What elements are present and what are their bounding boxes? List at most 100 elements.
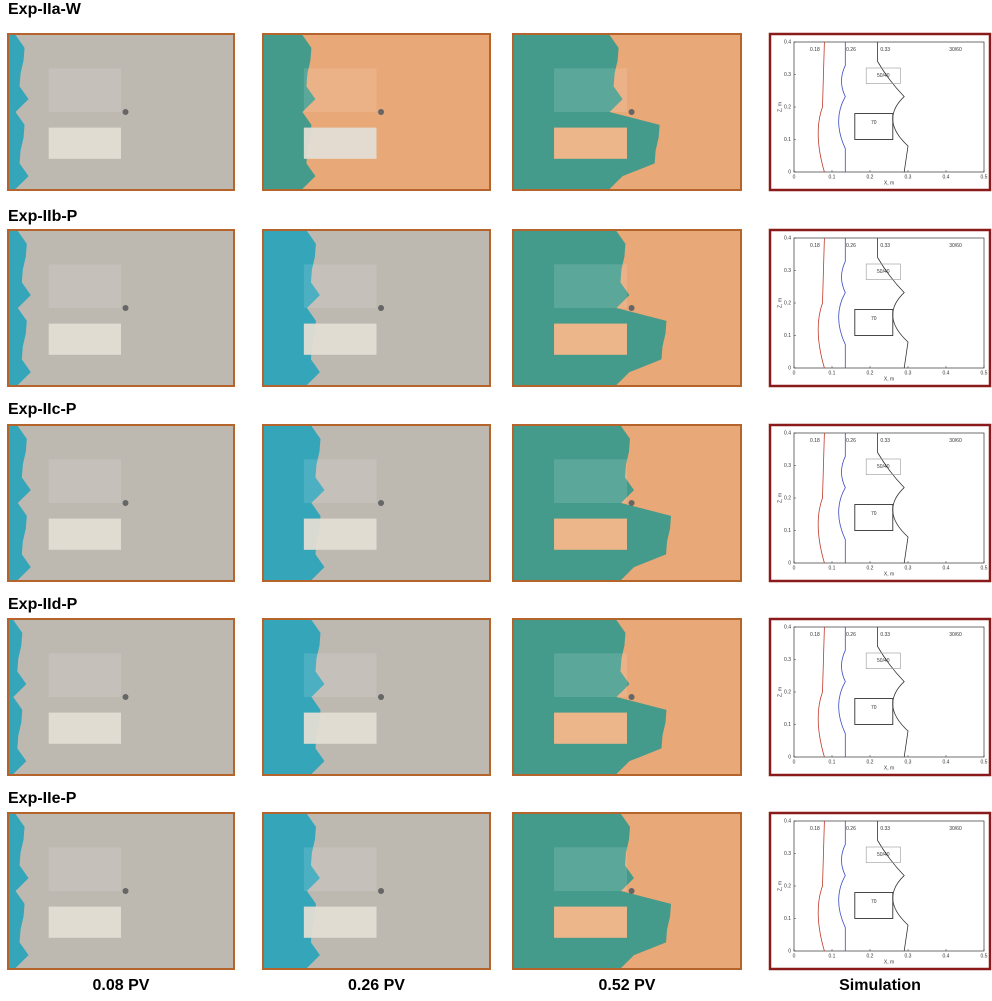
y-axis-label: Z, m — [777, 102, 783, 112]
x-tick-label: 0.2 — [867, 370, 874, 376]
upper-block — [304, 653, 377, 697]
y-tick-label: 0.2 — [784, 495, 791, 501]
column-label: 0.52 PV — [599, 977, 656, 994]
x-tick-label: 0.4 — [943, 759, 950, 765]
upper-block — [554, 459, 627, 503]
x-tick-label: 0.5 — [981, 953, 988, 959]
low-perm-block — [554, 324, 627, 355]
x-axis-label: X, m — [884, 571, 894, 577]
x-tick-label: 0.3 — [905, 565, 912, 571]
block-label: 70 — [871, 316, 877, 322]
probe — [123, 888, 129, 894]
upper-block — [304, 264, 377, 308]
upper-block — [554, 264, 627, 308]
upper-block — [49, 653, 121, 697]
x-tick-label: 0.5 — [981, 565, 988, 571]
contour-label: 0.26 — [846, 632, 856, 638]
y-tick-label: 0.1 — [784, 722, 791, 728]
x-tick-label: 0 — [793, 759, 796, 765]
contour-label: 0.33 — [880, 243, 890, 249]
x-tick-label: 0.4 — [943, 953, 950, 959]
sim-panel — [770, 34, 990, 190]
row-label: Exp-IIa-W — [8, 1, 82, 18]
y-tick-label: 0.2 — [784, 689, 791, 695]
y-tick-label: 0.2 — [784, 883, 791, 889]
probe — [123, 500, 129, 506]
contour-label: 0.26 — [846, 243, 856, 249]
upper-block — [49, 264, 121, 308]
x-tick-label: 0 — [793, 953, 796, 959]
y-tick-label: 0.4 — [784, 624, 791, 630]
low-perm-block — [49, 713, 121, 744]
upper-block — [49, 459, 121, 503]
probe — [378, 500, 384, 506]
contour-label: 0.33 — [880, 438, 890, 444]
y-axis-label: Z, m — [777, 493, 783, 503]
x-tick-label: 0.2 — [867, 565, 874, 571]
block-label: 70 — [871, 511, 877, 517]
y-tick-label: 0.1 — [784, 528, 791, 534]
x-tick-label: 0.2 — [867, 759, 874, 765]
figure: Exp-IIa-W 0 0.1 0.2 0.3 0.4 0.5 0 0.1 0.2 0.3 0.4 X,… — [0, 0, 992, 1001]
contour-label: 0.18 — [810, 826, 820, 832]
low-perm-block — [554, 907, 627, 938]
y-tick-label: 0.2 — [784, 104, 791, 110]
probe — [629, 500, 635, 506]
contour-label: 0.33 — [880, 632, 890, 638]
x-tick-label: 0.4 — [943, 370, 950, 376]
contour-label: 0.26 — [846, 47, 856, 53]
x-axis-label: X, m — [884, 180, 894, 186]
contour-label: 0.18 — [810, 438, 820, 444]
x-tick-label: 0.1 — [829, 174, 836, 180]
x-tick-label: 0.3 — [905, 370, 912, 376]
block-label: 50/40 — [877, 464, 890, 470]
y-axis-label: Z, m — [777, 687, 783, 697]
y-tick-label: 0 — [788, 169, 791, 175]
y-tick-label: 0.3 — [784, 851, 791, 857]
contour-label: 30/60 — [949, 826, 962, 832]
contour-label: 30/60 — [949, 438, 962, 444]
low-perm-block — [49, 907, 121, 938]
x-tick-label: 0.3 — [905, 953, 912, 959]
x-tick-label: 0 — [793, 370, 796, 376]
block-label: 70 — [871, 899, 877, 905]
contour-label: 30/60 — [949, 47, 962, 53]
block-label: 50/40 — [877, 852, 890, 858]
low-perm-block — [554, 519, 627, 550]
row-label: Exp-IIc-P — [8, 401, 77, 418]
y-tick-label: 0.4 — [784, 818, 791, 824]
probe — [629, 888, 635, 894]
probe — [629, 694, 635, 700]
probe — [123, 694, 129, 700]
block-label: 50/40 — [877, 658, 890, 664]
x-axis-label: X, m — [884, 376, 894, 382]
contour-label: 0.18 — [810, 632, 820, 638]
x-axis-label: X, m — [884, 765, 894, 771]
y-tick-label: 0 — [788, 365, 791, 371]
contour-label: 0.26 — [846, 438, 856, 444]
x-tick-label: 0.5 — [981, 759, 988, 765]
sim-panel — [770, 230, 990, 386]
sim-panel — [770, 425, 990, 581]
low-perm-block — [304, 128, 377, 159]
y-axis-label: Z, m — [777, 298, 783, 308]
upper-block — [304, 68, 377, 112]
column-label: 0.08 PV — [93, 977, 150, 994]
y-tick-label: 0 — [788, 948, 791, 954]
x-tick-label: 0.3 — [905, 174, 912, 180]
contour-label: 0.33 — [880, 826, 890, 832]
block-label: 50/40 — [877, 73, 890, 79]
row-label: Exp-IIb-P — [8, 208, 78, 225]
x-tick-label: 0.5 — [981, 370, 988, 376]
contour-label: 0.18 — [810, 47, 820, 53]
sim-panel — [770, 619, 990, 775]
block-label: 70 — [871, 120, 877, 126]
low-perm-block — [304, 324, 377, 355]
contour-label: 30/60 — [949, 632, 962, 638]
low-perm-block — [304, 907, 377, 938]
low-perm-block — [304, 519, 377, 550]
row-label: Exp-IId-P — [8, 596, 78, 613]
upper-block — [554, 68, 627, 112]
block-label: 70 — [871, 705, 877, 711]
low-perm-block — [554, 128, 627, 159]
